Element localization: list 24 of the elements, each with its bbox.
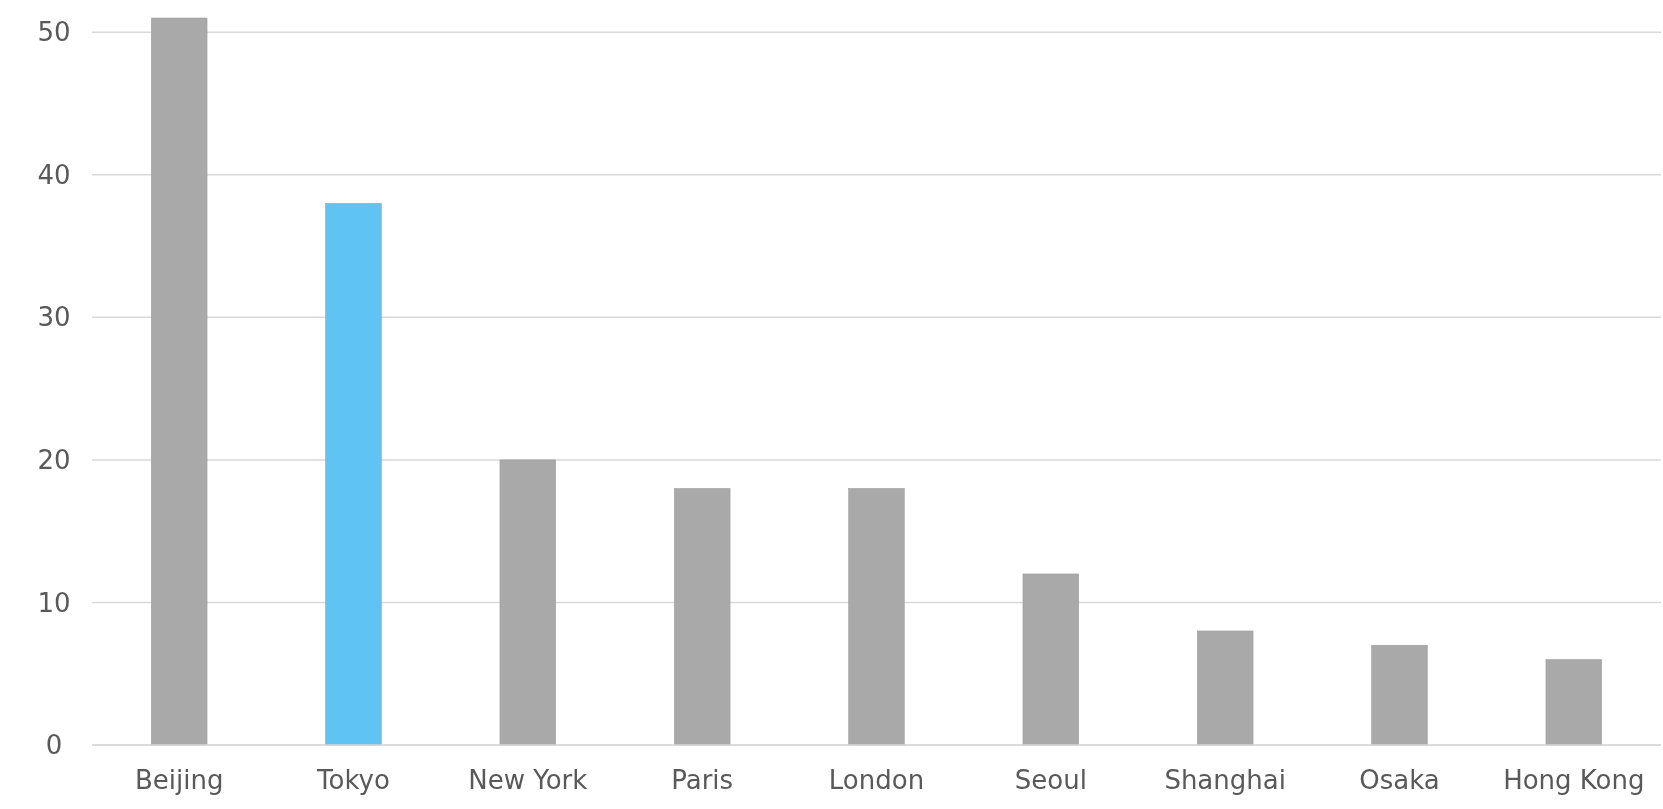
bar	[1545, 659, 1602, 746]
bar	[848, 488, 905, 746]
y-tick-label: 40	[37, 159, 71, 190]
x-tick-label: Osaka	[1359, 765, 1440, 795]
x-tick-label: Hong Kong	[1503, 765, 1645, 795]
x-tick-label: Tokyo	[316, 765, 390, 795]
x-tick-label: Paris	[671, 765, 734, 795]
y-tick-label: 30	[37, 302, 71, 333]
bar	[1022, 573, 1079, 746]
y-tick-label: 0	[45, 730, 63, 761]
y-tick-label: 50	[37, 17, 71, 48]
y-tick-label: 10	[37, 587, 71, 618]
x-tick-label: New York	[468, 765, 588, 795]
bar	[1371, 644, 1428, 746]
x-tick-label: Beijing	[134, 765, 224, 795]
bar	[325, 203, 382, 746]
bar	[151, 17, 208, 746]
bar	[1197, 630, 1254, 746]
bar	[499, 459, 556, 746]
x-tick-label: Shanghai	[1164, 765, 1286, 795]
bar	[674, 488, 731, 746]
x-tick-label: London	[828, 765, 925, 795]
x-tick-label: Seoul	[1014, 765, 1087, 795]
y-tick-label: 20	[37, 445, 71, 475]
